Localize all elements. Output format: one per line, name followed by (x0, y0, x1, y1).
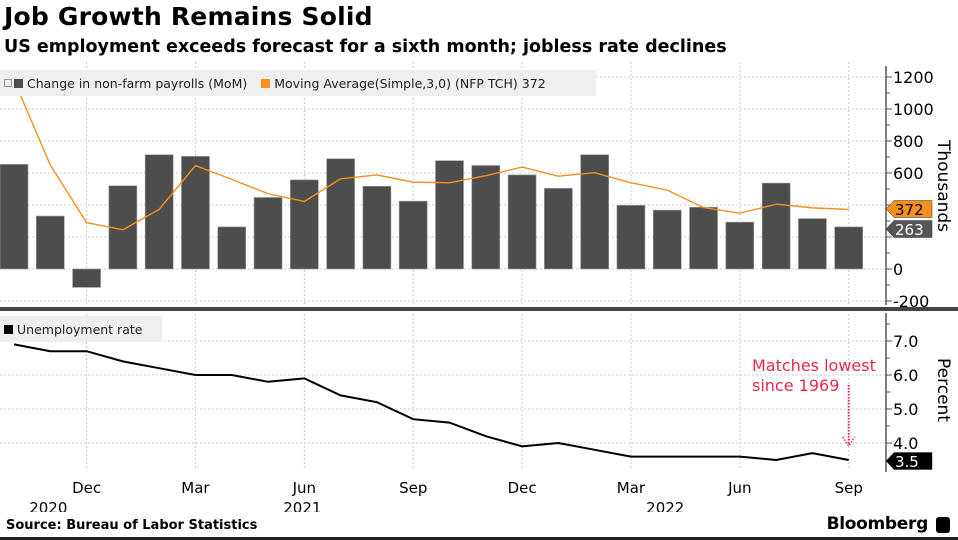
y-tick-label-top: 1000 (893, 100, 934, 119)
y-tick-label-bottom: 7.0 (893, 332, 918, 351)
unemployment-last-value-tag-label: 3.5 (895, 453, 919, 471)
x-year-label: 2022 (646, 499, 684, 512)
y-axis-title-bottom: Percent (933, 358, 953, 422)
y-tick-label-top: 800 (893, 132, 924, 151)
payroll-bar (798, 218, 827, 270)
y-tick-label-top: 0 (893, 260, 903, 279)
legend-swatch-bar-icon (14, 78, 23, 88)
legend-swatch-line-icon (261, 78, 271, 88)
payroll-bar (471, 165, 501, 270)
y-tick-label-bottom: 4.0 (893, 434, 918, 453)
y-tick-label-bottom: 6.0 (893, 366, 918, 385)
moving-average-last-value-tag-label: 372 (895, 201, 924, 219)
annotation-text-line1: Matches lowest (752, 356, 876, 375)
x-tick-label: Sep (399, 479, 427, 497)
legend-label-unemployment: Unemployment rate (17, 321, 143, 337)
payroll-bar (689, 206, 718, 270)
payrolls-last-value-tag (885, 220, 933, 238)
payroll-bar (725, 221, 755, 270)
source-note: Source: Bureau of Labor Statistics (6, 518, 258, 533)
x-tick-label: Jun (727, 479, 751, 497)
payroll-bar (544, 188, 573, 270)
bloomberg-logo: Bloomberg (826, 514, 929, 534)
y-tick-label-top: 600 (893, 164, 924, 183)
x-year-label: 2021 (283, 499, 321, 512)
x-year-label: 2020 (29, 499, 67, 512)
payroll-bar (72, 268, 101, 288)
payroll-bar (834, 226, 864, 270)
payroll-bar (144, 154, 174, 270)
panel-divider[interactable] (0, 307, 958, 311)
x-tick-label: Jun (292, 479, 316, 497)
moving-average-line (13, 79, 849, 231)
unemployment-legend: Unemployment rate (0, 316, 162, 342)
legend-label-moving-average: Moving Average(Simple,3,0) (NFP TCH) 372 (274, 75, 546, 91)
bloomberg-terminal-icon (936, 517, 950, 533)
payroll-bar (616, 205, 646, 270)
payroll-bar (0, 164, 29, 270)
legend-item-unemployment: Unemployment rate (4, 322, 142, 337)
moving-average-last-value-tag (885, 200, 933, 218)
chart-canvas: -200 0 600 800 1000 1200 4.0 5.0 6.0 7.0 Thousands… (0, 62, 958, 512)
payroll-bar (35, 215, 65, 270)
x-tick-label: Sep (835, 479, 863, 497)
y-tick-label-bottom: 5.0 (893, 400, 918, 419)
y-tick-label-top: -200 (893, 292, 929, 311)
payroll-bar (507, 174, 537, 270)
bottom-rule (0, 537, 958, 540)
unemployment-line (13, 343, 849, 462)
payroll-bar (290, 179, 319, 270)
payroll-bar (181, 156, 210, 270)
chart-title: Job Growth Remains Solid (4, 2, 373, 31)
x-tick-label: Dec (508, 479, 537, 497)
legend-swatch-unemployment-icon (4, 324, 13, 334)
payroll-bar (253, 197, 283, 270)
payroll-bar (652, 209, 682, 270)
payroll-bar (362, 185, 392, 270)
unemployment-last-value-tag (885, 452, 933, 470)
payroll-bar (580, 154, 609, 270)
legend-label-payrolls: Change in non-farm payrolls (MoM) (27, 75, 248, 91)
payroll-bar (217, 226, 247, 270)
y-tick-label-top: 1200 (893, 68, 934, 87)
x-tick-label: Dec (72, 479, 101, 497)
x-tick-label: Mar (617, 479, 646, 497)
chart-subtitle: US employment exceeds forecast for a six… (4, 37, 727, 57)
payrolls-last-value-tag-label: 263 (895, 221, 924, 239)
x-tick-label: Mar (181, 479, 210, 497)
payroll-bar (326, 158, 355, 270)
payroll-bar (435, 160, 464, 270)
y-axis-title-top: Thousands (933, 139, 953, 232)
payroll-bar (398, 200, 428, 270)
collapse-legend-icon[interactable] (4, 79, 12, 87)
legend-item-moving-average: Moving Average(Simple,3,0) (NFP TCH) 372 (261, 75, 546, 91)
legend-item-payrolls: Change in non-farm payrolls (MoM) (14, 76, 247, 91)
payroll-bar (761, 182, 791, 270)
annotation-arrowhead-icon (842, 436, 856, 448)
annotation-text-line2: since 1969 (752, 376, 839, 395)
payrolls-legend: Change in non-farm payrolls (MoM) Moving… (0, 70, 596, 96)
